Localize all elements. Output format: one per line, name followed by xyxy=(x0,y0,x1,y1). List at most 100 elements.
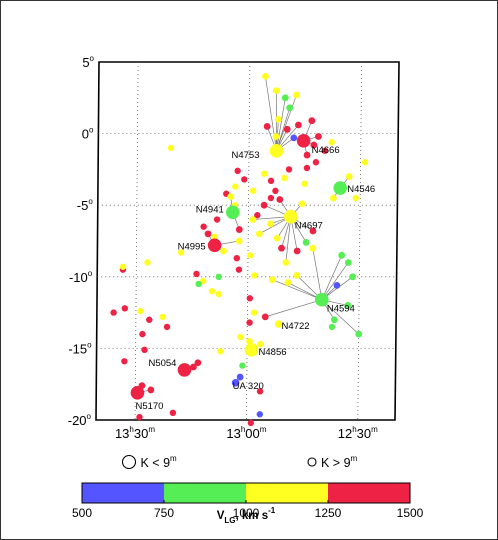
group-center-point xyxy=(244,343,259,357)
x-tick-hours: 12 xyxy=(338,426,352,441)
field-galaxy-point xyxy=(208,287,216,295)
field-galaxy-point xyxy=(136,413,143,421)
colorbar-segment xyxy=(82,483,164,503)
member-galaxy-point xyxy=(260,201,268,209)
group-label: N4941 xyxy=(196,204,224,215)
field-galaxy-point xyxy=(249,187,257,195)
member-galaxy-point xyxy=(295,121,302,129)
colorbar-label-sup: -1 xyxy=(268,506,276,515)
x-tick-hours: 13 xyxy=(115,426,129,441)
group-center-point xyxy=(130,385,145,400)
member-galaxy-point xyxy=(194,359,202,367)
member-galaxy-point xyxy=(204,230,212,238)
group-link-line xyxy=(276,94,297,151)
field-galaxy-point xyxy=(328,138,335,146)
field-galaxy-point xyxy=(169,409,177,417)
field-galaxy-point xyxy=(251,272,258,279)
member-galaxy-point xyxy=(235,226,243,233)
group-link-line xyxy=(276,97,286,151)
y-tick-label: 0o xyxy=(82,126,94,142)
y-tick-degree: o xyxy=(88,269,93,278)
y-tick-degree: o xyxy=(89,126,94,135)
member-galaxy-point xyxy=(190,363,197,371)
field-galaxy-point xyxy=(137,307,144,315)
field-galaxy-point xyxy=(281,174,288,182)
group-label: UA 320 xyxy=(233,381,264,392)
field-galaxy-point xyxy=(246,295,254,302)
field-galaxy-point xyxy=(110,309,117,316)
member-galaxy-point xyxy=(249,216,257,223)
colorbar-tick-label: 750 xyxy=(154,506,174,520)
member-galaxy-point xyxy=(235,237,243,245)
member-galaxy-point xyxy=(302,239,310,246)
field-galaxy-point xyxy=(217,348,224,355)
group-center-point xyxy=(274,320,283,328)
y-tick-label: -20o xyxy=(68,412,92,428)
size-legend: K < 9m K > 9m xyxy=(121,454,358,470)
member-galaxy-point xyxy=(281,94,289,102)
field-galaxy-point xyxy=(146,316,153,323)
member-galaxy-point xyxy=(309,244,317,252)
member-galaxy-point xyxy=(344,259,352,266)
group-link-line xyxy=(312,248,323,300)
group-label: N5170 xyxy=(135,401,163,412)
member-galaxy-point xyxy=(345,173,353,180)
y-tick-label: -15o xyxy=(68,340,92,356)
member-galaxy-point xyxy=(293,91,300,99)
member-galaxy-point xyxy=(303,151,311,159)
member-galaxy-point xyxy=(220,247,227,255)
member-galaxy-point xyxy=(263,123,271,130)
field-galaxy-point xyxy=(321,147,329,154)
group-center-point xyxy=(296,133,311,148)
field-galaxy-point xyxy=(267,177,275,185)
field-galaxy-point xyxy=(247,419,255,427)
field-galaxy-point xyxy=(215,273,222,280)
member-galaxy-point xyxy=(245,337,253,345)
field-galaxy-point xyxy=(361,159,369,166)
member-galaxy-point xyxy=(273,234,281,242)
member-galaxy-point xyxy=(278,244,285,252)
field-galaxy-point xyxy=(119,263,127,270)
group-center-point xyxy=(177,363,192,377)
group-label: N4546 xyxy=(347,184,375,195)
field-galaxy-point xyxy=(233,254,241,262)
group-link-line xyxy=(321,255,343,300)
field-galaxy-point xyxy=(144,259,151,266)
grid-line-ra xyxy=(134,61,139,421)
colorbar-label-sub: LG xyxy=(224,516,235,525)
member-galaxy-point xyxy=(282,259,290,266)
colorbar-tick-label: 1000 xyxy=(233,506,260,520)
field-galaxy-point xyxy=(177,249,185,256)
group-link-line xyxy=(321,299,359,335)
grid-line-ra xyxy=(245,61,251,421)
field-galaxy-point xyxy=(267,194,275,202)
member-galaxy-point xyxy=(262,72,269,80)
x-tick-minutes: 30 xyxy=(357,426,371,441)
y-tick-degree: o xyxy=(90,54,95,63)
member-galaxy-point xyxy=(272,133,280,140)
member-galaxy-point xyxy=(308,117,316,125)
legend-label: K > 9m xyxy=(321,454,358,470)
member-galaxy-point xyxy=(286,104,294,112)
group-link-line xyxy=(272,279,322,301)
field-galaxy-point xyxy=(213,216,221,223)
field-galaxy-point xyxy=(256,411,264,418)
x-tick-h-sup: h xyxy=(129,425,133,434)
field-galaxy-point xyxy=(235,266,243,273)
field-galaxy-point xyxy=(232,183,239,190)
member-galaxy-point xyxy=(274,115,282,123)
x-tick-m-sup: m xyxy=(260,425,267,434)
group-link-line xyxy=(265,299,322,318)
member-galaxy-point xyxy=(344,302,352,309)
member-galaxy-point xyxy=(273,87,280,95)
field-galaxy-point xyxy=(301,180,308,187)
field-galaxy-point xyxy=(139,330,146,338)
y-tick-label: -5o xyxy=(77,197,94,213)
y-tick-degree: o xyxy=(88,197,93,206)
field-galaxy-point xyxy=(195,280,202,288)
member-galaxy-point xyxy=(338,251,346,259)
legend-text: K > 9 xyxy=(321,456,351,470)
member-galaxy-point xyxy=(310,141,318,149)
legend-text: K < 9 xyxy=(141,456,171,470)
member-galaxy-point xyxy=(315,133,322,140)
